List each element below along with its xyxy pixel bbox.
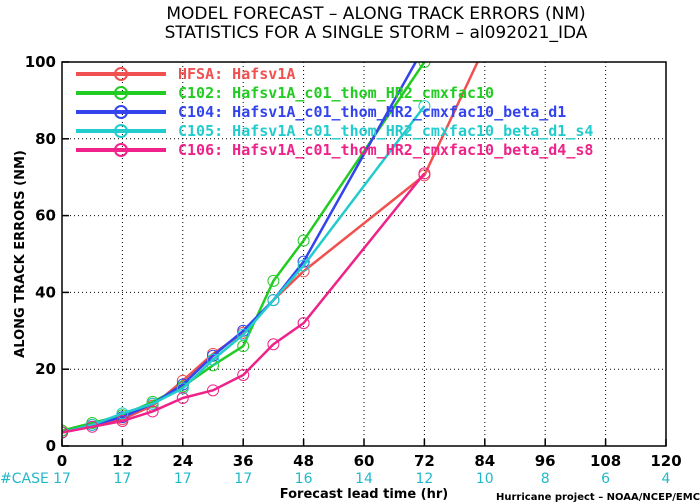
legend-label: HFSA: Hafsv1A bbox=[178, 65, 295, 83]
case-count: 4 bbox=[662, 471, 671, 487]
x-tick-label: 24 bbox=[172, 452, 193, 470]
legend-label: C106: Hafsv1A_c01_thom_HR2_cmxfac10_beta… bbox=[178, 141, 593, 159]
case-count: 17 bbox=[53, 471, 71, 487]
series-5 bbox=[62, 167, 431, 439]
legend-label: C105: Hafsv1A_c01_thom_HR2_cmxfac10_beta… bbox=[178, 122, 593, 140]
case-count: 16 bbox=[295, 471, 313, 487]
x-tick-label: 120 bbox=[650, 452, 681, 470]
data-point bbox=[267, 294, 280, 307]
data-point bbox=[146, 405, 159, 418]
y-tick-label: 100 bbox=[25, 53, 56, 71]
data-point bbox=[207, 353, 219, 366]
case-label: #CASE bbox=[0, 471, 49, 487]
data-point bbox=[297, 234, 310, 247]
axis-ticks: 0 12 24 36 48 60 72 84 96 108 120 0 20 40 60 80 100 bbox=[25, 53, 682, 470]
data-point bbox=[418, 62, 431, 68]
data-point bbox=[237, 340, 250, 353]
legend-label: C102: Hafsv1A_c01_thom_HR2_cmxfac10 bbox=[178, 84, 494, 102]
series-line bbox=[62, 105, 426, 434]
x-tick-label: 96 bbox=[535, 452, 556, 470]
data-point bbox=[86, 420, 99, 433]
x-axis-label: Forecast lead time (hr) bbox=[280, 487, 448, 502]
legend-entry: HFSA: Hafsv1A bbox=[76, 65, 295, 83]
case-count: 6 bbox=[601, 471, 610, 487]
x-tick-label: 0 bbox=[57, 452, 67, 470]
data-point bbox=[297, 317, 310, 330]
data-point bbox=[267, 338, 280, 351]
data-point bbox=[237, 324, 250, 337]
y-tick-label: 40 bbox=[35, 283, 56, 301]
data-point bbox=[176, 382, 189, 395]
legend-label: C104: Hafsv1A_c01_thom_HR2_cmxfac10_beta… bbox=[178, 103, 566, 121]
legend-marker bbox=[114, 86, 128, 100]
legend-marker bbox=[114, 124, 128, 138]
chart-title-line1: MODEL FORECAST – ALONG TRACK ERRORS (NM) bbox=[166, 4, 585, 24]
chart-title-line2: STATISTICS FOR A SINGLE STORM – al092021… bbox=[165, 23, 588, 43]
case-count: 17 bbox=[234, 471, 252, 487]
legend-entry: C102: Hafsv1A_c01_thom_HR2_cmxfac10 bbox=[76, 84, 494, 102]
case-count: 17 bbox=[174, 471, 192, 487]
y-tick-label: 20 bbox=[35, 360, 56, 378]
grid-lines bbox=[62, 62, 666, 446]
data-point bbox=[418, 100, 431, 113]
legend-entry: C106: Hafsv1A_c01_thom_HR2_cmxfac10_beta… bbox=[76, 141, 593, 159]
x-tick-label: 60 bbox=[354, 452, 375, 470]
y-axis-label: ALONG TRACK ERRORS (NM) bbox=[13, 150, 28, 358]
legend-marker bbox=[114, 67, 128, 81]
data-point bbox=[207, 384, 219, 397]
data-point bbox=[116, 411, 129, 424]
case-count: 8 bbox=[541, 471, 550, 487]
legend-entry: C105: Hafsv1A_c01_thom_HR2_cmxfac10_beta… bbox=[76, 122, 593, 140]
plot-area bbox=[62, 62, 479, 439]
data-point bbox=[116, 415, 129, 428]
data-point bbox=[62, 426, 68, 439]
data-point bbox=[146, 397, 159, 410]
x-tick-label: 12 bbox=[112, 452, 133, 470]
x-tick-label: 36 bbox=[233, 452, 254, 470]
data-point bbox=[116, 407, 129, 420]
x-tick-label: 84 bbox=[474, 452, 495, 470]
x-tick-label: 108 bbox=[590, 452, 621, 470]
case-count: 12 bbox=[415, 471, 433, 487]
data-point bbox=[297, 259, 310, 272]
data-point bbox=[267, 274, 280, 287]
x-tick-label: 48 bbox=[293, 452, 314, 470]
data-point bbox=[418, 167, 431, 180]
case-count: 17 bbox=[113, 471, 131, 487]
y-tick-label: 80 bbox=[35, 130, 56, 148]
case-count: 10 bbox=[476, 471, 494, 487]
legend-entry: C104: Hafsv1A_c01_thom_HR2_cmxfac10_beta… bbox=[76, 103, 566, 121]
y-tick-label: 0 bbox=[46, 437, 56, 455]
series-line bbox=[62, 172, 426, 434]
data-point bbox=[176, 392, 189, 404]
series-line bbox=[62, 62, 418, 434]
credit-text: Hurricane project – NOAA/NCEP/EMC bbox=[496, 492, 700, 503]
data-point bbox=[237, 368, 250, 381]
x-tick-label: 72 bbox=[414, 452, 435, 470]
legend-marker bbox=[114, 143, 128, 157]
case-counts: 17 17 17 17 16 14 12 10 8 6 4 bbox=[53, 471, 670, 487]
legend-marker bbox=[114, 105, 128, 119]
data-point bbox=[237, 328, 250, 341]
y-tick-label: 60 bbox=[35, 207, 56, 225]
case-count: 14 bbox=[355, 471, 373, 487]
